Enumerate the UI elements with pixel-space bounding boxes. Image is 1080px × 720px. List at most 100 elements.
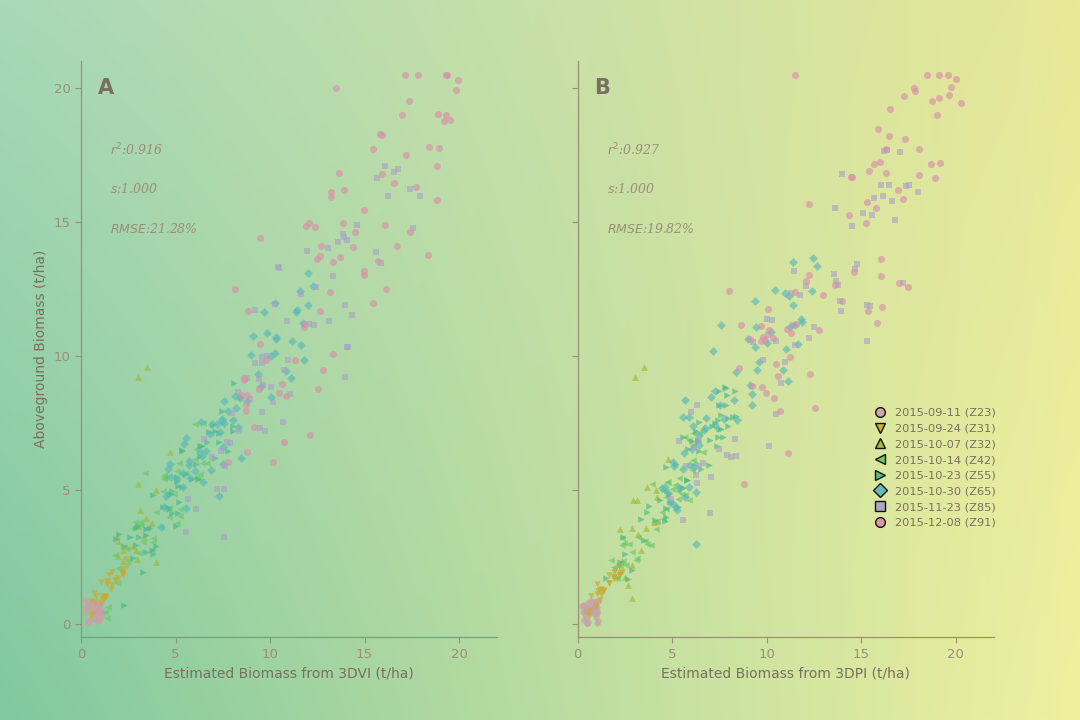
Point — [190, 473, 207, 485]
Point — [873, 271, 890, 282]
Point — [678, 461, 696, 472]
Point — [613, 532, 631, 544]
Point — [597, 572, 615, 584]
Point — [589, 600, 606, 612]
Point — [900, 281, 917, 292]
Point — [77, 601, 94, 613]
Point — [708, 431, 726, 443]
Point — [660, 453, 677, 464]
Point — [219, 405, 237, 416]
Point — [615, 537, 632, 549]
Point — [606, 573, 623, 585]
Point — [300, 217, 318, 229]
Point — [435, 115, 453, 127]
Point — [377, 283, 394, 294]
Point — [664, 498, 681, 510]
Point — [623, 522, 640, 534]
Point — [83, 610, 100, 621]
Point — [89, 603, 106, 615]
Point — [840, 210, 858, 221]
Point — [96, 607, 113, 618]
Point — [698, 412, 715, 423]
Point — [118, 541, 135, 552]
Point — [203, 418, 220, 429]
Point — [187, 503, 204, 514]
Point — [645, 516, 662, 528]
Point — [630, 528, 647, 539]
Point — [610, 560, 627, 572]
Point — [847, 264, 864, 275]
Point — [814, 289, 832, 300]
Point — [659, 487, 676, 499]
Point — [194, 476, 212, 487]
Point — [245, 421, 262, 433]
Point — [268, 331, 285, 343]
Point — [127, 539, 145, 551]
Point — [163, 508, 180, 519]
Point — [590, 585, 607, 597]
Point — [676, 491, 693, 503]
Point — [77, 595, 94, 606]
Point — [674, 482, 691, 493]
Point — [187, 472, 204, 483]
Point — [325, 270, 342, 282]
Point — [253, 357, 270, 369]
Point — [199, 457, 216, 469]
Point — [224, 407, 241, 418]
Point — [152, 521, 170, 533]
Point — [680, 494, 698, 505]
Point — [168, 466, 186, 477]
Point — [293, 288, 310, 300]
Point — [87, 598, 105, 610]
Point — [623, 559, 640, 571]
Point — [252, 233, 269, 244]
Point — [109, 550, 126, 562]
Point — [858, 217, 875, 228]
Point — [77, 607, 94, 618]
Point — [175, 438, 192, 449]
Point — [653, 484, 671, 495]
Point — [99, 601, 117, 613]
Point — [859, 299, 876, 310]
Point — [718, 399, 735, 410]
Point — [307, 282, 324, 293]
Point — [89, 606, 106, 618]
Point — [584, 604, 602, 616]
Point — [671, 482, 688, 493]
Point — [386, 177, 403, 189]
Point — [758, 338, 775, 349]
Point — [162, 472, 179, 483]
Point — [129, 553, 146, 564]
Point — [106, 549, 123, 560]
Point — [579, 617, 596, 629]
Point — [657, 516, 674, 527]
Point — [711, 399, 728, 410]
Point — [678, 474, 696, 486]
Point — [603, 554, 620, 565]
Point — [161, 446, 178, 457]
Point — [727, 366, 744, 377]
Point — [580, 610, 597, 621]
Point — [716, 413, 733, 425]
Point — [873, 253, 890, 265]
Point — [411, 190, 429, 202]
Point — [768, 336, 785, 347]
Point — [213, 413, 230, 425]
Point — [735, 478, 753, 490]
X-axis label: Estimated Biomass from 3DVI (t/ha): Estimated Biomass from 3DVI (t/ha) — [164, 666, 414, 680]
Point — [130, 521, 147, 532]
Point — [282, 388, 299, 400]
Point — [118, 560, 135, 572]
Point — [785, 300, 802, 311]
Point — [279, 315, 296, 327]
Point — [202, 428, 219, 440]
Point — [85, 600, 103, 612]
Point — [258, 328, 275, 339]
Point — [711, 423, 728, 435]
Point — [246, 357, 264, 369]
Point — [786, 69, 804, 81]
Point — [897, 180, 915, 192]
Point — [364, 143, 381, 155]
Point — [887, 215, 904, 226]
Point — [244, 330, 261, 341]
